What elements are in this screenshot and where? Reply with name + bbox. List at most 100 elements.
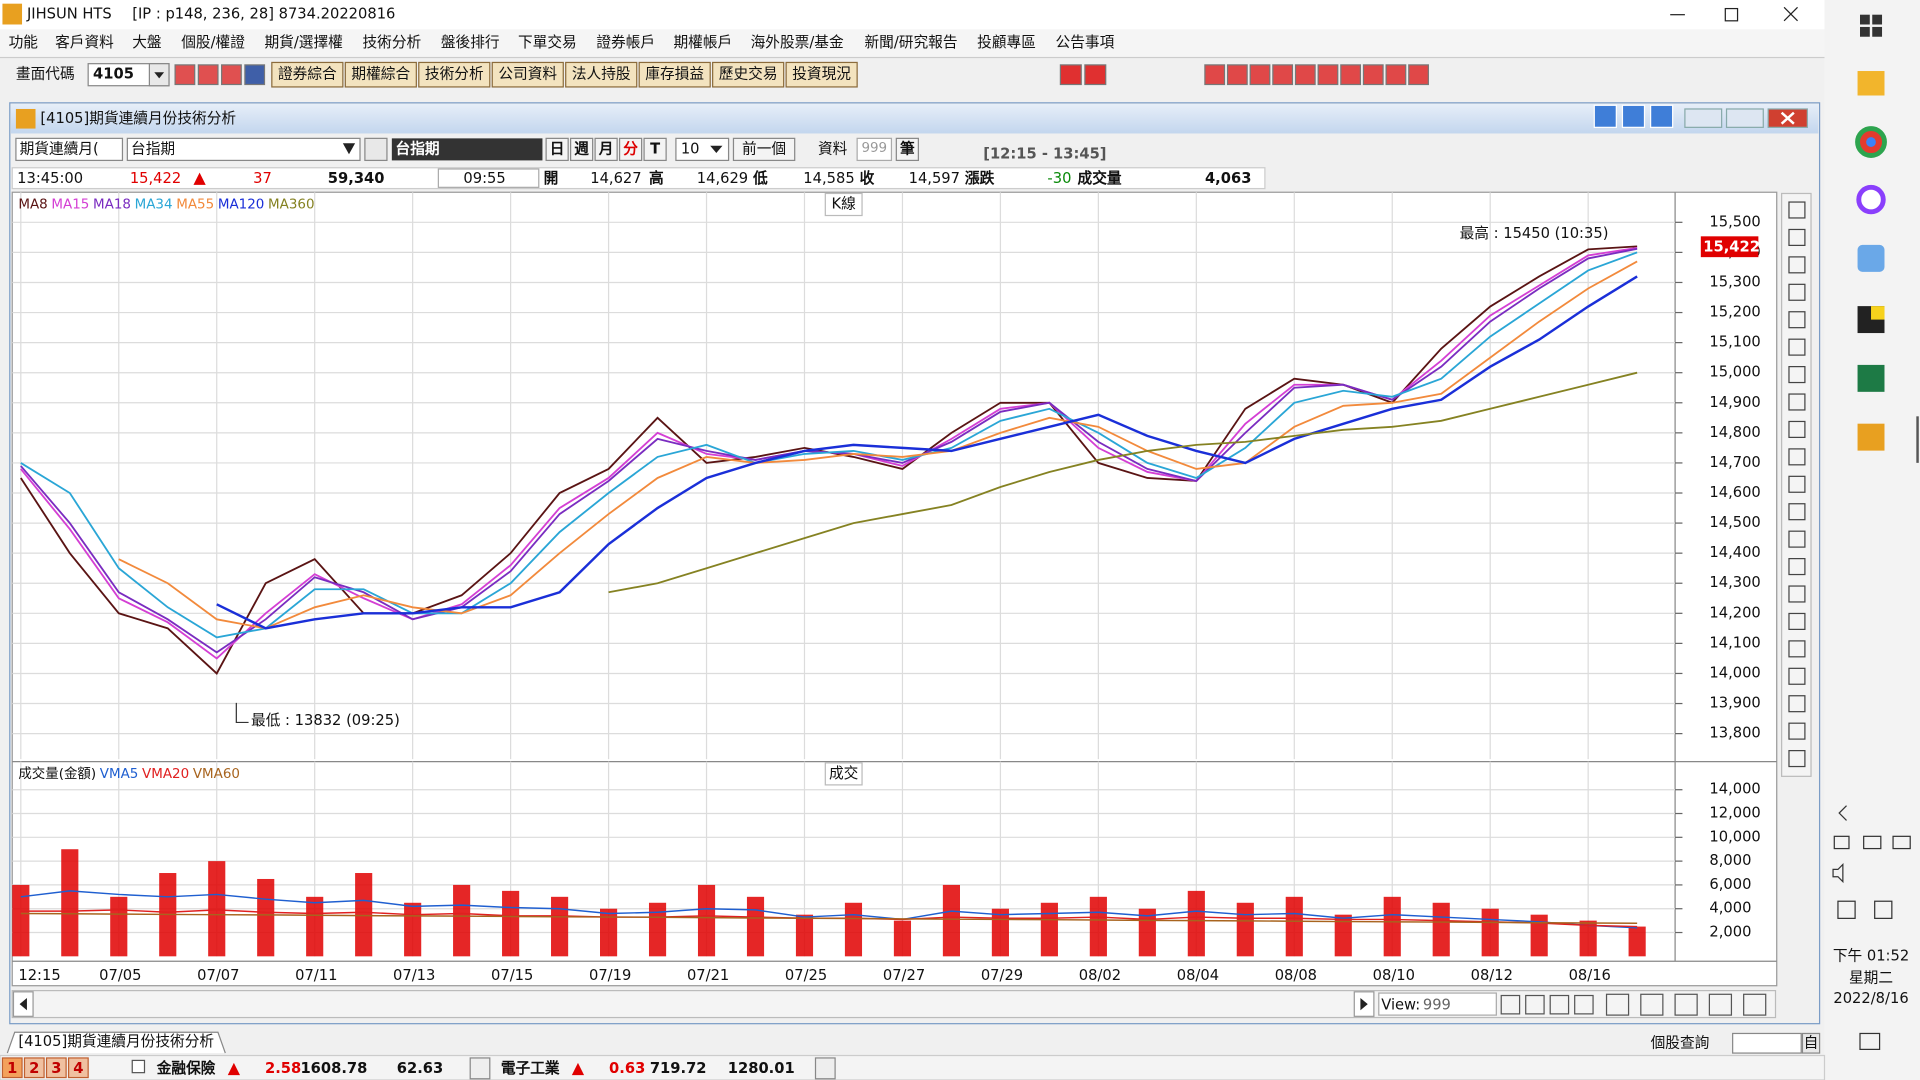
toolbar-button-label[interactable]: 庫存損益 [645, 66, 704, 83]
drawing-tool[interactable] [1788, 365, 1806, 384]
menu-item[interactable]: 客戶資料 [55, 34, 114, 51]
toolbar-button-label[interactable]: 技術分析 [425, 66, 484, 83]
app-icon[interactable] [1856, 184, 1886, 215]
toolbar-button-label[interactable]: 投資現況 [792, 66, 851, 83]
chart-tool[interactable] [1743, 993, 1767, 1016]
legend-item[interactable]: MA120 [218, 197, 264, 212]
menu-item[interactable]: 個股/權證 [181, 34, 245, 51]
notification-icon[interactable] [1859, 1032, 1881, 1051]
legend-item[interactable]: MA18 [93, 197, 131, 212]
toolbar-icon[interactable] [1226, 64, 1248, 86]
menu-item[interactable]: 盤後排行 [441, 34, 500, 51]
drawing-tool[interactable] [1788, 503, 1806, 521]
code-value[interactable]: 4105 [93, 66, 134, 83]
toolbar-icon[interactable] [174, 64, 196, 86]
menu-item[interactable]: 大盤 [132, 34, 162, 51]
tray-icon[interactable] [1892, 835, 1911, 850]
drawing-tool[interactable] [1788, 585, 1806, 603]
legend-item[interactable]: MA8 [18, 197, 47, 212]
page-button[interactable] [23, 1057, 45, 1079]
drawing-tool[interactable] [1788, 420, 1806, 439]
period-button[interactable] [570, 137, 594, 162]
toolbar-icon[interactable] [1272, 64, 1294, 86]
period-button-label[interactable]: 日 [550, 140, 565, 157]
toolbar-button-label[interactable]: 法人持股 [572, 66, 631, 83]
interval-select[interactable] [675, 137, 730, 162]
view-tool[interactable] [1574, 994, 1594, 1015]
drawing-tool[interactable] [1788, 695, 1806, 713]
start-icon[interactable] [1860, 26, 1870, 37]
chart-tool[interactable] [1640, 993, 1664, 1016]
period-button-label[interactable]: 分 [623, 140, 638, 157]
toolbar-icon[interactable] [1294, 64, 1316, 86]
toolbar-button[interactable] [344, 61, 417, 88]
period-button[interactable] [643, 137, 667, 162]
tray-icon[interactable] [1833, 835, 1850, 850]
start-icon[interactable] [1860, 14, 1870, 25]
menu-item[interactable]: 下單交易 [518, 33, 577, 51]
toolbar-button-label[interactable]: 證券綜合 [278, 66, 337, 83]
start-icon[interactable] [1872, 14, 1883, 25]
menu-item[interactable]: 功能 [9, 34, 39, 51]
chart-tool[interactable] [1605, 993, 1630, 1016]
period-button-label[interactable]: 月 [598, 140, 614, 157]
ime-icon[interactable] [1874, 900, 1893, 919]
toolbar-icon[interactable] [244, 64, 266, 86]
drawing-tool[interactable] [1788, 750, 1806, 768]
legend-item[interactable]: MA55 [176, 197, 214, 212]
menu-item[interactable]: 技術分析 [362, 34, 421, 51]
toolbar-icon[interactable] [1317, 64, 1339, 86]
toolbar-icon[interactable] [1385, 64, 1407, 86]
page-button-label[interactable]: 3 [51, 1060, 61, 1077]
toolbar-button-label[interactable]: 期權綜合 [351, 66, 410, 83]
search-button-label[interactable]: 自 [1804, 1034, 1819, 1051]
excel-icon[interactable] [1857, 364, 1885, 392]
tab[interactable] [6, 1031, 226, 1054]
page-button[interactable] [1, 1057, 23, 1079]
dropdown[interactable] [469, 1057, 491, 1080]
data-count-box[interactable] [856, 137, 893, 162]
interval-value[interactable]: 10 [681, 140, 700, 157]
toolbar-icon[interactable] [1059, 64, 1082, 86]
clock-time[interactable]: 下午 01:52 [1833, 947, 1909, 964]
toolbar-icon[interactable] [1249, 64, 1271, 86]
menu-item[interactable]: 證券帳戶 [596, 34, 655, 51]
chart-tool[interactable] [1674, 993, 1698, 1016]
clock-date[interactable]: 2022/8/16 [1833, 990, 1908, 1007]
drawing-tool[interactable] [1788, 228, 1806, 246]
chart-tool[interactable] [1708, 993, 1733, 1016]
menu-item[interactable]: 新聞/研究報告 [864, 34, 957, 51]
view-tool[interactable] [1549, 994, 1570, 1015]
toolbar-button[interactable] [638, 61, 711, 88]
explorer-icon[interactable] [1857, 71, 1885, 96]
legend-item[interactable]: MA34 [135, 197, 173, 212]
drawing-tool[interactable] [1788, 393, 1806, 411]
maximize-button[interactable] [1724, 7, 1739, 22]
period-button[interactable] [594, 137, 618, 162]
drawing-tool[interactable] [1788, 667, 1806, 685]
period-button-label[interactable]: T [650, 140, 660, 157]
start-icon[interactable] [1872, 26, 1883, 37]
search-input[interactable] [1732, 1032, 1802, 1054]
toolbar-icon[interactable] [1204, 64, 1226, 86]
legend-item[interactable]: MA360 [268, 197, 314, 212]
child-minimize[interactable] [1684, 108, 1723, 128]
data-unit[interactable]: 筆 [900, 139, 915, 157]
period-button[interactable] [545, 137, 569, 162]
toolbar-icon[interactable] [1362, 64, 1384, 86]
search-button[interactable] [1801, 1032, 1821, 1054]
volume-icon[interactable] [1832, 863, 1844, 884]
toolbar-button[interactable] [491, 61, 564, 88]
checkbox[interactable] [131, 1059, 146, 1074]
legend-item[interactable]: 成交量(金額) [18, 765, 96, 782]
help-button[interactable] [1650, 104, 1674, 128]
toolbar-icon[interactable] [1408, 64, 1429, 86]
tool-button[interactable] [1593, 104, 1617, 128]
toolbar-button-label[interactable]: 公司資料 [498, 66, 557, 83]
close-button[interactable] [1783, 6, 1798, 22]
legend-item[interactable]: VMA5 [100, 767, 139, 782]
paint-icon[interactable] [1857, 244, 1885, 272]
hts-icon[interactable] [1857, 423, 1885, 451]
view-input[interactable] [1378, 992, 1497, 1016]
tray-arrow[interactable] [1838, 805, 1847, 821]
